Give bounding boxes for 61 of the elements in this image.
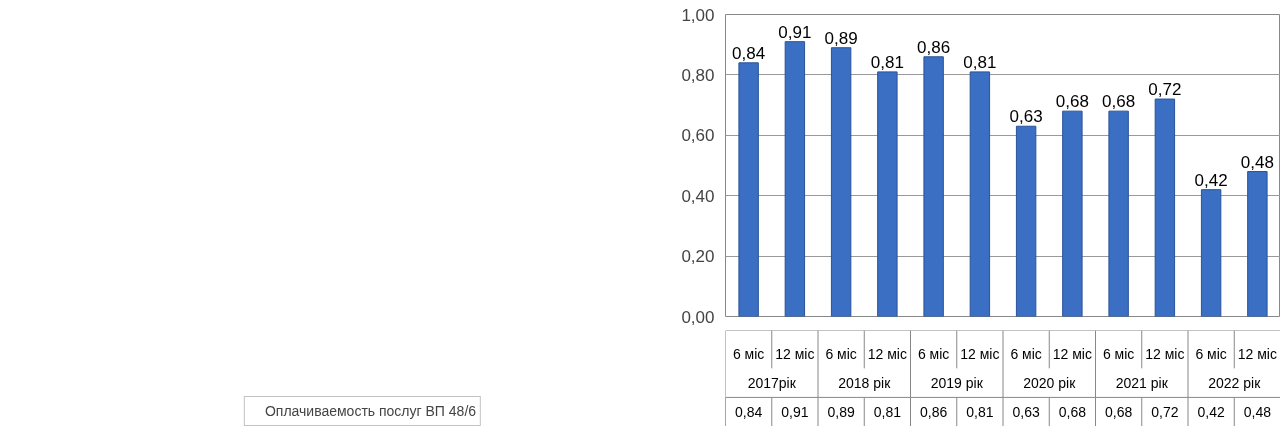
text: 0,68 <box>1055 92 1089 112</box>
bar <box>1108 110 1129 317</box>
x-tick-label: 12 міс <box>775 345 815 362</box>
x-tick-label: 12 міс <box>960 345 1000 362</box>
data-label: 0,48 <box>1243 403 1272 420</box>
data-label: 0,81 <box>966 403 994 420</box>
text: 0,63 <box>1009 107 1043 127</box>
text: 0,42 <box>1194 170 1228 190</box>
x-tick-label: 12 міс <box>867 345 907 362</box>
bar <box>738 62 759 317</box>
x-tick-label: 12 міс <box>1052 345 1092 362</box>
text: Оплачиваемость послуг ВП 48/6 <box>264 403 477 419</box>
text: 0,81 <box>963 52 997 72</box>
data-label: 0,68 <box>1058 403 1087 420</box>
y-tick-label: 0,80 <box>681 65 715 85</box>
text: 0,68 <box>1102 92 1136 112</box>
data-label: 0,72 <box>1151 403 1179 420</box>
data-label: 0,68 <box>1105 403 1133 420</box>
text: 2020 рік <box>1023 374 1077 391</box>
text: 2018 рік <box>838 374 892 391</box>
x-tick-label: 6 міс <box>1195 345 1227 362</box>
data-label: 0,42 <box>1197 403 1225 420</box>
data-label: 0,84 <box>735 403 763 420</box>
text: 2021 рік <box>1115 374 1169 391</box>
x-tick-label: 6 міс <box>1102 345 1135 362</box>
y-tick-label: 0,60 <box>681 126 715 146</box>
x-tick-label: 6 міс <box>825 345 857 362</box>
bar <box>923 56 944 317</box>
text: 0,72 <box>1148 80 1182 100</box>
y-tick-label: 0,00 <box>681 307 715 327</box>
bar <box>969 71 991 317</box>
text: 2017рік <box>747 374 797 391</box>
y-tick-label: 0,40 <box>681 186 715 206</box>
data-label: 0,89 <box>827 403 855 420</box>
bar <box>830 47 852 317</box>
bar <box>1154 98 1176 317</box>
data-label: 0,81 <box>873 403 902 420</box>
bar <box>877 71 898 317</box>
x-tick-label: 6 міс <box>917 345 950 362</box>
text: 0,84 <box>732 43 766 63</box>
bar <box>1015 125 1037 317</box>
bar <box>1200 189 1222 317</box>
text: 0,86 <box>917 37 951 57</box>
text: 0,89 <box>824 28 858 48</box>
y-tick-label: 0,20 <box>681 247 715 267</box>
data-label: 0,86 <box>920 403 948 420</box>
y-tick-label: 1,00 <box>681 5 715 25</box>
data-label: 0,63 <box>1012 403 1040 420</box>
text: 2019 рік <box>930 374 984 391</box>
text: 0,91 <box>778 22 812 42</box>
bar <box>784 41 806 317</box>
x-tick-label: 12 міс <box>1145 345 1185 362</box>
bar <box>1247 171 1268 317</box>
text: 0,48 <box>1240 152 1274 172</box>
x-tick-label: 6 міс <box>1010 345 1042 362</box>
data-label: 0,91 <box>781 403 809 420</box>
text: 2022 рік <box>1208 374 1262 391</box>
text: 0,81 <box>870 52 904 72</box>
x-tick-label: 6 міс <box>732 345 765 362</box>
bar <box>1062 110 1083 317</box>
x-tick-label: 12 міс <box>1237 345 1277 362</box>
